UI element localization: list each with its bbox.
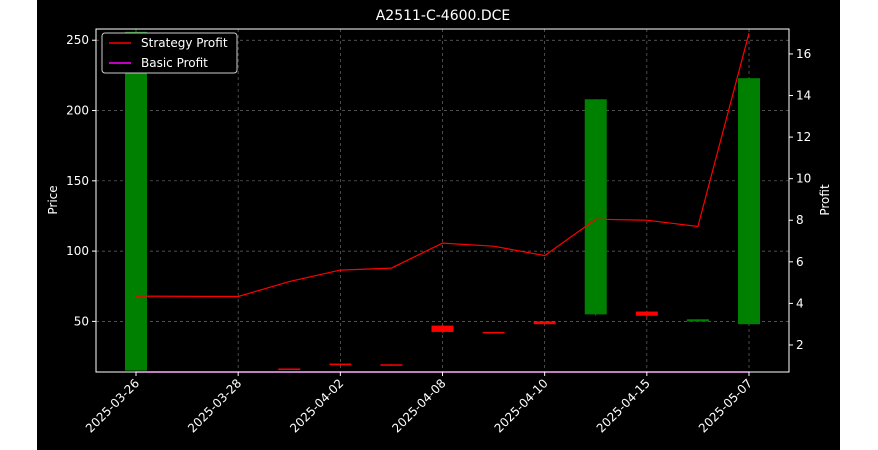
grid bbox=[96, 29, 789, 372]
candle-body bbox=[431, 325, 454, 332]
x-tick-label: 2025-04-02 bbox=[287, 376, 346, 435]
candle-body bbox=[635, 311, 658, 316]
figure-background bbox=[37, 0, 840, 450]
y-tick-label-right: 6 bbox=[796, 255, 804, 269]
y-axis-right-label: Profit bbox=[818, 184, 832, 216]
candle-body bbox=[686, 319, 709, 322]
x-tick-label: 2025-03-28 bbox=[185, 376, 244, 435]
candle-body bbox=[278, 368, 301, 370]
y-tick-label-left: 150 bbox=[66, 174, 89, 188]
y-tick-label-left: 100 bbox=[66, 244, 89, 258]
axes: 50 100 150 200 250 2 4 6 8 10 12 14 16 2025-03-26 2025… bbox=[66, 33, 811, 435]
y-tick-label-right: 2 bbox=[796, 338, 804, 352]
y-tick-label-right: 16 bbox=[796, 47, 811, 61]
y-tick-label-right: 12 bbox=[796, 130, 811, 144]
y-tick-label-right: 4 bbox=[796, 296, 804, 310]
x-tick-label: 2025-05-07 bbox=[696, 376, 755, 435]
y-tick-label-left: 50 bbox=[74, 314, 89, 328]
y-tick-label-right: 10 bbox=[796, 172, 811, 186]
legend-basic-label: Basic Profit bbox=[141, 56, 208, 70]
y-tick-label-left: 250 bbox=[66, 33, 89, 47]
x-tick-label: 2025-04-08 bbox=[389, 376, 448, 435]
legend-box bbox=[101, 32, 238, 74]
candle-body bbox=[738, 78, 760, 325]
x-tick-label: 2025-04-10 bbox=[492, 376, 551, 435]
candle-body bbox=[125, 31, 147, 371]
y-tick-label-right: 14 bbox=[796, 89, 811, 103]
legend-strategy-label: Strategy Profit bbox=[141, 36, 228, 50]
y-tick-label-right: 8 bbox=[796, 213, 804, 227]
chart-title: A2511-C-4600.DCE bbox=[376, 8, 511, 24]
candles bbox=[125, 29, 760, 371]
strategy-profit-line bbox=[135, 33, 750, 298]
x-tick-label: 2025-04-15 bbox=[594, 376, 653, 435]
candle-body bbox=[482, 331, 505, 334]
x-tick-label: 2025-03-26 bbox=[83, 376, 142, 435]
candle-body bbox=[533, 321, 556, 325]
plot-frame bbox=[95, 28, 790, 373]
candle-body bbox=[584, 99, 607, 315]
y-axis-left-label: Price bbox=[46, 185, 60, 214]
candle-body bbox=[329, 363, 352, 366]
y-tick-label-left: 200 bbox=[66, 104, 89, 118]
legend: Strategy Profit Basic Profit bbox=[101, 32, 238, 74]
candle-body bbox=[380, 364, 403, 366]
